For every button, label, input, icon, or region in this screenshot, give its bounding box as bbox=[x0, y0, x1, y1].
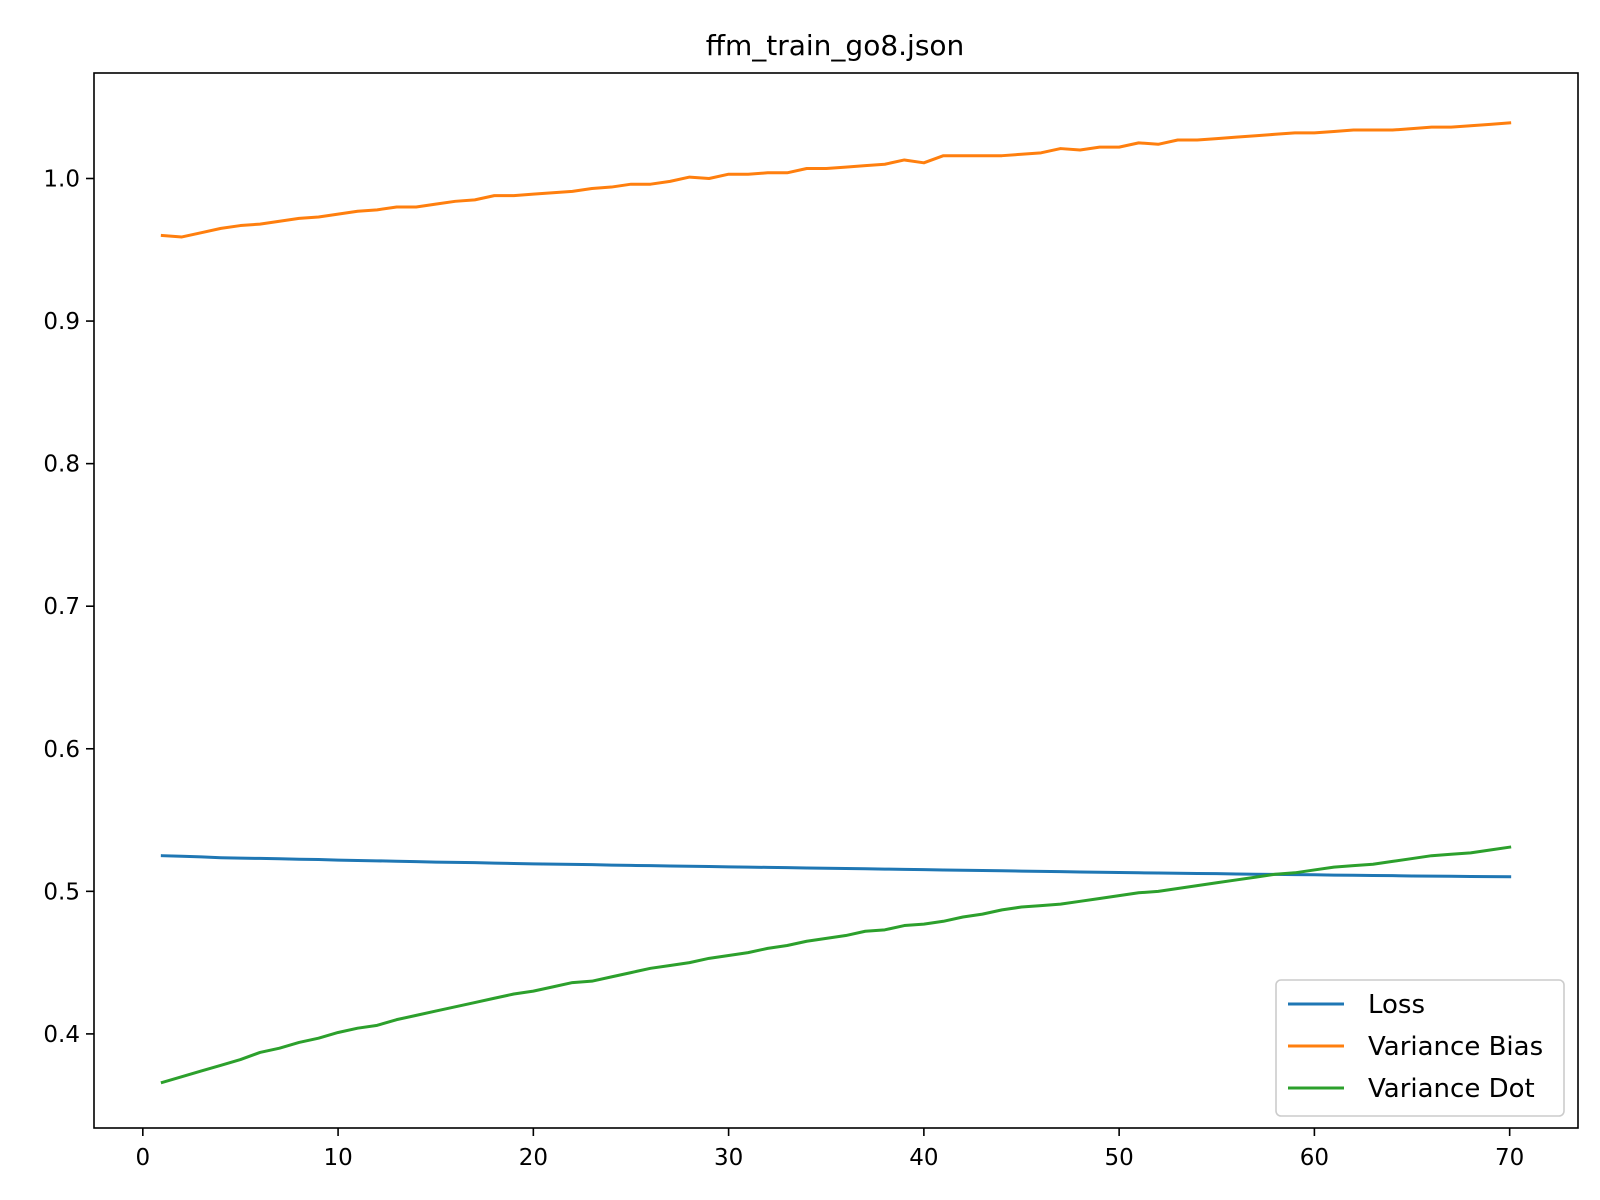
x-tick-label: 20 bbox=[519, 1145, 548, 1171]
axis-layer: 0 10 20 30 40 50 60 70 0.4 0.5 0.6 0.7 0.8 0.9 1.0 bbox=[43, 167, 1524, 1172]
x-tick-label: 70 bbox=[1495, 1145, 1524, 1171]
x-tick-label: 30 bbox=[714, 1145, 743, 1171]
x-tick-label: 50 bbox=[1104, 1145, 1133, 1171]
x-tick-label: 0 bbox=[135, 1145, 150, 1171]
x-tick-label: 40 bbox=[909, 1145, 938, 1171]
y-tick-label: 0.4 bbox=[43, 1022, 80, 1048]
chart-title: ffm_train_go8.json bbox=[706, 29, 965, 62]
legend-label-variance-dot: Variance Dot bbox=[1368, 1074, 1535, 1104]
legend-box bbox=[1275, 979, 1565, 1117]
series-line-variance-bias bbox=[160, 121, 1512, 239]
plot-area-frame bbox=[93, 72, 1579, 1129]
legend-label-loss: Loss bbox=[1368, 990, 1425, 1020]
legend: Loss Variance Bias Variance Dot bbox=[1275, 979, 1565, 1117]
series-line-variance-dot bbox=[160, 845, 1512, 1085]
y-tick-label: 0.9 bbox=[43, 309, 80, 335]
y-tick-label: 0.7 bbox=[43, 594, 80, 620]
series-layer bbox=[160, 121, 1512, 1085]
x-tick-label: 60 bbox=[1300, 1145, 1329, 1171]
y-tick-label: 0.5 bbox=[43, 879, 80, 905]
y-tick-label: 1.0 bbox=[43, 167, 80, 193]
y-tick-label: 0.8 bbox=[43, 452, 80, 478]
legend-label-variance-bias: Variance Bias bbox=[1368, 1032, 1543, 1062]
y-tick-label: 0.6 bbox=[43, 737, 80, 763]
x-tick-label: 10 bbox=[323, 1145, 352, 1171]
